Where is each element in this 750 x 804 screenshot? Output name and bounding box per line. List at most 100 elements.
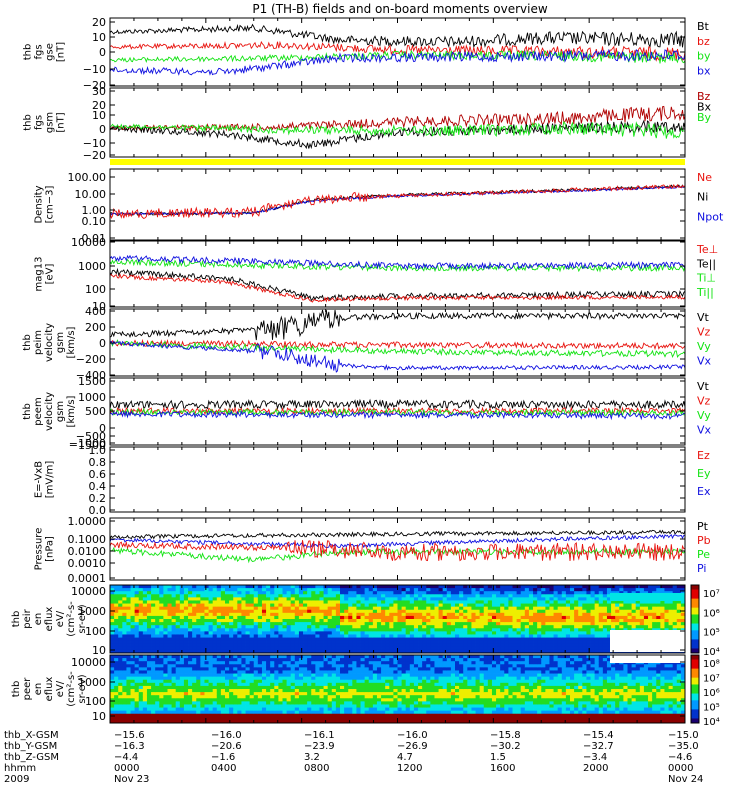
spectrogram-cell [126,594,131,597]
spectrogram-cell [287,638,292,641]
spectrogram-cell [513,597,518,600]
spectrogram-cell [250,641,255,644]
spectrogram-cell [196,677,201,680]
spectrogram-cell [488,641,493,644]
spectrogram-cell [237,631,242,634]
spectrogram-cell [225,686,230,689]
spectrogram-cell [163,701,168,704]
spectrogram-cell [196,597,201,600]
spectrogram-cell [430,641,435,644]
spectrogram-cell [213,634,218,637]
spectrogram-cell [315,619,320,622]
spectrogram-cell [184,680,189,683]
spectrogram-cell [283,689,288,692]
spectrogram-cell [151,638,156,641]
spectrogram-cell [213,658,218,661]
spectrogram-cell [319,689,324,692]
spectrogram-cell [615,622,620,625]
spectrogram-cell [324,667,329,670]
spectrogram-cell [451,616,456,619]
spectrogram-cell [537,600,542,603]
spectrogram-cell [126,655,131,658]
spectrogram-cell [172,600,177,603]
spectrogram-cell [159,658,164,661]
spectrogram-cell [660,625,665,628]
spectrogram-cell [414,616,419,619]
spectrogram-cell [578,613,583,616]
spectrogram-cell [237,695,242,698]
spectrogram-cell [204,613,209,616]
spectrogram-cell [213,647,218,650]
spectrogram-cell [151,625,156,628]
spectrogram-cell [402,591,407,594]
spectrogram-cell [636,585,641,588]
spectrogram-cell [578,600,583,603]
spectrogram-cell [303,674,308,677]
spectrogram-cell [303,689,308,692]
spectrogram-cell [204,667,209,670]
spectrogram-cell [447,638,452,641]
panel-temp-ytick-label: 10000 [71,236,106,249]
spectrogram-cell [217,607,222,610]
spectrogram-cell [554,622,559,625]
spectrogram-cell [229,704,234,707]
spectrogram-cell [254,664,259,667]
spectrogram-cell [151,628,156,631]
spectrogram-cell [225,591,230,594]
spectrogram-cell [122,661,127,664]
spectrogram-cell [266,664,271,667]
spectrogram-cell [233,701,238,704]
spectrogram-cell [118,717,123,720]
spectrogram-cell [192,631,197,634]
spectrogram-cell [574,619,579,622]
spectrogram-cell [533,644,538,647]
spectrogram-cell [147,634,152,637]
spectrogram-cell [422,594,427,597]
spectrogram-cell [389,597,394,600]
spectrogram-cell [615,619,620,622]
spectrogram-cell [209,628,214,631]
spectrogram-cell [471,628,476,631]
spectrogram-cell [278,667,283,670]
spectrogram-cell [656,604,661,607]
spectrogram-cell [221,664,226,667]
spectrogram-cell [644,610,649,613]
spectrogram-cell [131,604,136,607]
spectrogram-cell [595,600,600,603]
spectrogram-cell [270,600,275,603]
spectrogram-cell [262,634,267,637]
spectrogram-cell [213,600,218,603]
spectrogram-cell [180,631,185,634]
spectrogram-cell [188,631,193,634]
spectrogram-cell [669,616,674,619]
spectrogram-cell [578,594,583,597]
spectrogram-cell [163,717,168,720]
spectrogram-cell [348,585,353,588]
panel-fgs_gse-ytick-label: −10 [83,63,106,76]
spectrogram-cell [439,594,444,597]
spectrogram-cell [237,708,242,711]
spectrogram-cell [151,704,156,707]
spectrogram-cell [135,610,140,613]
spectrogram-cell [591,628,596,631]
spectrogram-cell [209,625,214,628]
spectrogram-cell [274,607,279,610]
spectrogram-cell [303,717,308,720]
spectrogram-cell [393,628,398,631]
spectrogram-cell [648,619,653,622]
spectrogram-cell [204,588,209,591]
spectrogram-cell [299,667,304,670]
spectrogram-cell [311,597,316,600]
spectrogram-cell [361,622,366,625]
spectrogram-cell [291,613,296,616]
spectrogram-cell [673,607,678,610]
spectrogram-cell [233,628,238,631]
spectrogram-cell [196,588,201,591]
spectrogram-cell [114,717,119,720]
spectrogram-cell [258,647,263,650]
spectrogram-cell [603,607,608,610]
spectrogram-cell [283,674,288,677]
panel-peim-legend-1: Vz [697,326,711,339]
spectrogram-cell [143,704,148,707]
spectrogram-cell [278,616,283,619]
